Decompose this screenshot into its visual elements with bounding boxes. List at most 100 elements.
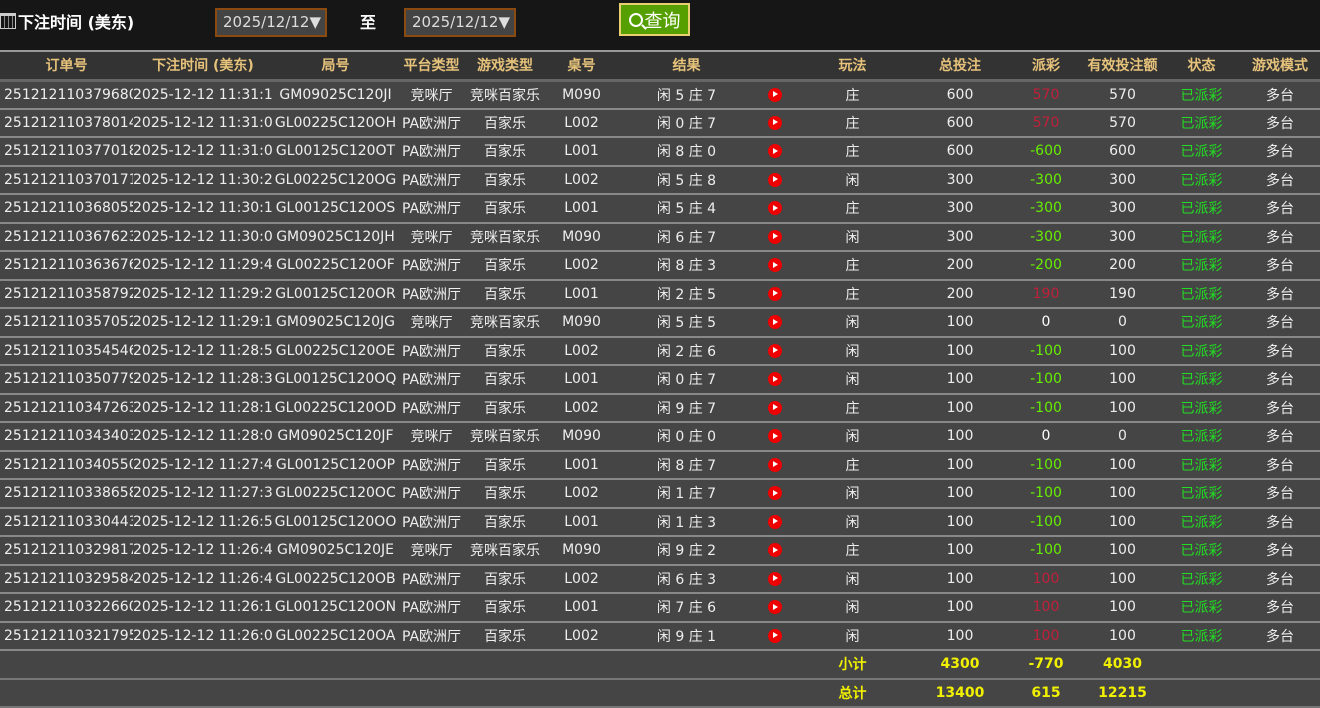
status-cell: 已派彩 <box>1163 80 1240 110</box>
play-video-icon[interactable] <box>768 172 782 187</box>
table-no-cell: L002 <box>545 564 618 594</box>
bet-time-cell: 2025-12-12 11:28:36 <box>133 365 273 395</box>
valid-bet-cell: 100 <box>1082 365 1163 395</box>
replay-cell[interactable] <box>755 621 795 651</box>
replay-cell[interactable] <box>755 422 795 452</box>
replay-cell[interactable] <box>755 165 795 195</box>
play-video-icon[interactable] <box>768 87 782 102</box>
play-video-icon[interactable] <box>768 571 782 586</box>
empty-cell <box>133 678 273 708</box>
play-video-icon[interactable] <box>768 486 782 501</box>
platform-cell: PA欧洲厅 <box>398 251 465 281</box>
replay-cell[interactable] <box>755 393 795 423</box>
game-mode-cell: 多台 <box>1240 80 1320 110</box>
replay-cell[interactable] <box>755 108 795 138</box>
order-id-cell: 251212110329817 <box>0 536 133 566</box>
game-mode-cell: 多台 <box>1240 422 1320 452</box>
total-bet-cell: 200 <box>910 251 1010 281</box>
play-video-icon[interactable] <box>768 115 782 130</box>
play-video-icon[interactable] <box>768 514 782 529</box>
empty-cell <box>755 678 795 708</box>
replay-cell[interactable] <box>755 80 795 110</box>
play-video-icon[interactable] <box>768 343 782 358</box>
game-type-cell: 百家乐 <box>465 336 545 366</box>
bet-time-cell: 2025-12-12 11:30:11 <box>133 194 273 224</box>
empty-cell <box>398 650 465 680</box>
bet-time-cell: 2025-12-12 11:27:43 <box>133 450 273 480</box>
replay-cell[interactable] <box>755 279 795 309</box>
game-mode-cell: 多台 <box>1240 222 1320 252</box>
replay-cell[interactable] <box>755 479 795 509</box>
empty-cell <box>545 650 618 680</box>
status-cell: 已派彩 <box>1163 422 1240 452</box>
platform-cell: PA欧洲厅 <box>398 621 465 651</box>
replay-cell[interactable] <box>755 450 795 480</box>
empty-cell <box>755 650 795 680</box>
table-row: 251212110329584 2025-12-12 11:26:45 GL0022… <box>0 564 1320 594</box>
replay-cell[interactable] <box>755 564 795 594</box>
payout-cell: -200 <box>1010 251 1082 281</box>
empty-cell <box>465 678 545 708</box>
empty-cell <box>0 650 133 680</box>
play-video-icon[interactable] <box>768 201 782 216</box>
round-id-cell: GL00225C120OE <box>273 336 398 366</box>
game-type-cell: 竞咪百家乐 <box>465 308 545 338</box>
play-video-icon[interactable] <box>768 144 782 159</box>
bet-time-cell: 2025-12-12 11:26:52 <box>133 507 273 537</box>
play-video-icon[interactable] <box>768 543 782 558</box>
payout-cell: 100 <box>1010 564 1082 594</box>
bet-time-cell: 2025-12-12 11:28:00 <box>133 422 273 452</box>
subtotal-payout: -770 <box>1010 650 1082 680</box>
result-cell: 闲 6 庄 7 <box>618 222 755 252</box>
play-video-icon[interactable] <box>768 400 782 415</box>
table-row: 251212110378014 2025-12-12 11:31:06 GL0022… <box>0 108 1320 138</box>
replay-cell[interactable] <box>755 137 795 167</box>
replay-cell[interactable] <box>755 365 795 395</box>
play-video-icon[interactable] <box>768 600 782 615</box>
valid-bet-cell: 600 <box>1082 137 1163 167</box>
query-button[interactable]: 查询 <box>619 3 690 36</box>
replay-cell[interactable] <box>755 336 795 366</box>
replay-cell[interactable] <box>755 507 795 537</box>
start-date-select[interactable]: 2025/12/12▼ <box>215 8 327 37</box>
game-type-cell: 百家乐 <box>465 621 545 651</box>
valid-bet-cell: 100 <box>1082 621 1163 651</box>
play-video-icon[interactable] <box>768 286 782 301</box>
empty-cell <box>273 650 398 680</box>
play-video-icon[interactable] <box>768 372 782 387</box>
play-video-icon[interactable] <box>768 429 782 444</box>
game-mode-cell: 多台 <box>1240 564 1320 594</box>
game-type-cell: 百家乐 <box>465 165 545 195</box>
valid-bet-cell: 190 <box>1082 279 1163 309</box>
play-video-icon[interactable] <box>768 315 782 330</box>
replay-cell[interactable] <box>755 536 795 566</box>
result-cell: 闲 9 庄 1 <box>618 621 755 651</box>
status-cell: 已派彩 <box>1163 536 1240 566</box>
replay-cell[interactable] <box>755 593 795 623</box>
bet-type-cell: 闲 <box>795 422 910 452</box>
replay-cell[interactable] <box>755 251 795 281</box>
valid-bet-cell: 100 <box>1082 593 1163 623</box>
replay-cell[interactable] <box>755 222 795 252</box>
platform-cell: 竞咪厅 <box>398 308 465 338</box>
payout-cell: 570 <box>1010 108 1082 138</box>
order-id-cell: 251212110370171 <box>0 165 133 195</box>
grandtotal-valid: 12215 <box>1082 678 1163 708</box>
result-cell: 闲 0 庄 0 <box>618 422 755 452</box>
column-header: 局号 <box>273 50 398 82</box>
valid-bet-cell: 300 <box>1082 165 1163 195</box>
bet-type-cell: 庄 <box>795 536 910 566</box>
play-video-icon[interactable] <box>768 457 782 472</box>
end-date-select[interactable]: 2025/12/12▼ <box>404 8 516 37</box>
replay-cell[interactable] <box>755 308 795 338</box>
payout-cell: -100 <box>1010 336 1082 366</box>
play-video-icon[interactable] <box>768 258 782 273</box>
round-id-cell: GM09025C120JE <box>273 536 398 566</box>
total-bet-cell: 100 <box>910 621 1010 651</box>
platform-cell: PA欧洲厅 <box>398 279 465 309</box>
replay-cell[interactable] <box>755 194 795 224</box>
column-header: 平台类型 <box>398 50 465 82</box>
play-video-icon[interactable] <box>768 229 782 244</box>
play-video-icon[interactable] <box>768 628 782 643</box>
order-id-cell: 251212110347263 <box>0 393 133 423</box>
